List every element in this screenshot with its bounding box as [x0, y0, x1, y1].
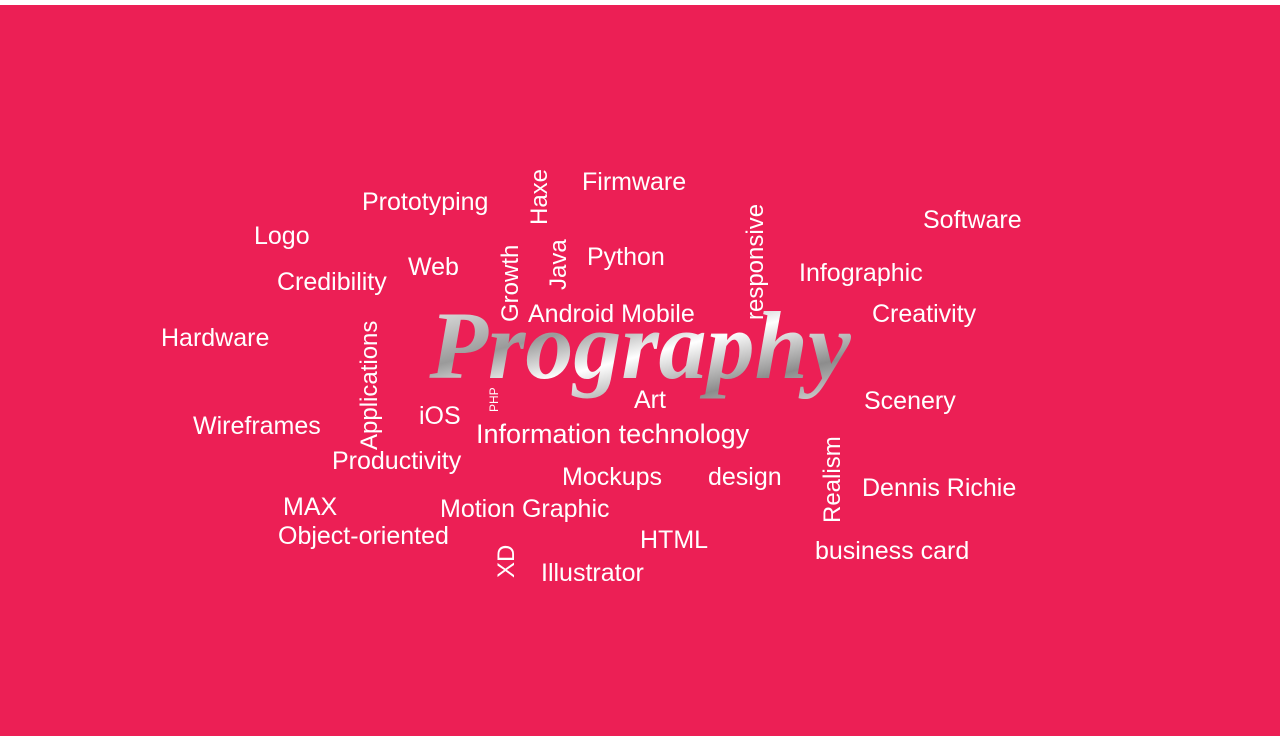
word: Mockups: [562, 463, 662, 491]
word: Creativity: [872, 300, 977, 328]
word: Dennis Richie: [862, 474, 1016, 502]
word: Productivity: [332, 447, 462, 475]
word: Python: [587, 243, 665, 271]
word: XD: [493, 545, 520, 578]
word: Firmware: [582, 168, 686, 196]
word: Illustrator: [541, 559, 644, 587]
word: Web: [408, 253, 459, 281]
word: PHP: [487, 387, 501, 412]
word: Motion Graphic: [440, 495, 610, 523]
word: Software: [923, 206, 1022, 234]
word: Prototyping: [362, 188, 488, 216]
word: Art: [634, 386, 666, 414]
word: HTML: [640, 526, 708, 554]
word: Credibility: [277, 268, 387, 296]
word: MAX: [283, 493, 338, 521]
word: Android Mobile: [528, 300, 695, 328]
word: Haxe: [526, 169, 553, 225]
word: Growth: [497, 245, 524, 322]
word: Realism: [819, 436, 846, 523]
word: business card: [815, 537, 969, 565]
background: [0, 5, 1280, 736]
words: Prototyping Haxe Firmware responsive Softwar…: [161, 168, 1022, 587]
word: Scenery: [864, 387, 956, 415]
word: Hardware: [161, 324, 269, 352]
word: design: [708, 463, 782, 491]
word: Logo: [254, 222, 310, 250]
word: iOS: [419, 402, 461, 430]
logo: Prography: [428, 292, 851, 399]
word: Infographic: [799, 259, 923, 287]
word: Applications: [356, 321, 383, 450]
word: responsive: [742, 204, 769, 320]
word: Object-oriented: [278, 522, 449, 550]
word: Information technology: [476, 419, 750, 449]
word: Wireframes: [193, 412, 321, 440]
word: Java: [545, 239, 572, 290]
